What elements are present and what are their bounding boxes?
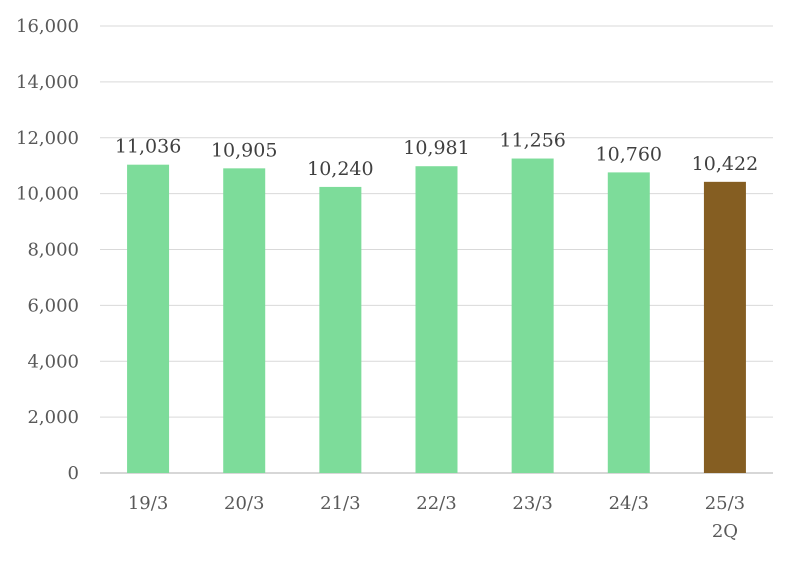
y-tick-label: 8,000	[27, 240, 79, 261]
bar	[703, 181, 746, 473]
data-label: 11,036	[115, 136, 181, 158]
x-axis-ticks: 19/3 20/3 21/3 22/3 23/3 24/3 25/3 2Q	[128, 493, 745, 542]
bars	[127, 158, 746, 474]
x-tick-label: 19/3	[128, 493, 168, 514]
y-tick-label: 0	[68, 463, 79, 484]
y-tick-label: 16,000	[16, 16, 79, 37]
data-label: 10,240	[307, 158, 373, 180]
data-labels: 11,036 10,905 10,240 10,981 11,256 10,760 10,4…	[115, 130, 758, 180]
data-label: 10,422	[692, 153, 758, 175]
x-tick-label: 25/3 2Q	[705, 493, 745, 542]
bar	[607, 172, 650, 473]
bar	[415, 166, 458, 473]
data-label: 10,981	[403, 137, 469, 159]
data-label: 10,905	[211, 139, 277, 161]
y-tick-label: 6,000	[27, 295, 79, 316]
x-tick-label: 23/3	[512, 493, 552, 514]
bar	[127, 164, 170, 473]
y-tick-label: 14,000	[16, 72, 79, 93]
y-tick-label: 4,000	[27, 351, 79, 372]
data-label: 11,256	[499, 130, 565, 152]
bar	[511, 158, 554, 473]
bar	[223, 168, 266, 474]
y-tick-label: 12,000	[16, 128, 79, 149]
y-tick-label: 2,000	[27, 407, 79, 428]
x-tick-label: 20/3	[224, 493, 264, 514]
y-tick-label: 10,000	[16, 184, 79, 205]
x-tick-label: 24/3	[609, 493, 649, 514]
x-tick-label: 21/3	[320, 493, 360, 514]
bar	[319, 186, 362, 474]
y-axis-ticks: 0 2,000 4,000 6,000 8,000 10,000 12,000 14,000 1…	[16, 16, 79, 484]
x-tick-label: 22/3	[416, 493, 456, 514]
data-label: 10,760	[596, 143, 662, 165]
